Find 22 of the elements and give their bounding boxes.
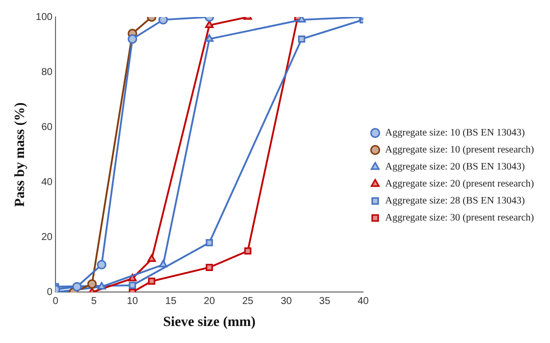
legend-label: Aggregate size: 10 (BS EN 13043) — [385, 128, 525, 139]
x-tick-label: 25 — [242, 296, 254, 307]
x-tick-label: 20 — [204, 296, 216, 307]
x-tick-label: 30 — [280, 296, 292, 307]
legend-label: Aggregate size: 20 (present research) — [385, 178, 534, 190]
y-axis-title: Pass by mass (%) — [13, 102, 28, 207]
legend-label: Aggregate size: 20 (BS EN 13043) — [385, 162, 525, 173]
y-tick-label: 0 — [46, 286, 53, 298]
legend-label: Aggregate size: 10 (present research) — [385, 144, 534, 156]
x-tick-label: 40 — [358, 296, 370, 307]
y-tick-label: 100 — [36, 12, 53, 23]
y-tick-label: 80 — [41, 66, 53, 78]
legend-label: Aggregate size: 30 (present research) — [385, 212, 534, 224]
y-tick-label: 60 — [41, 122, 53, 133]
y-tick-label: 20 — [41, 232, 53, 243]
y-tick-label: 40 — [41, 176, 53, 188]
x-tick-label: 35 — [319, 296, 331, 307]
x-axis-title: Sieve size (mm) — [163, 315, 256, 330]
x-tick-label: 5 — [91, 296, 98, 307]
x-tick-label: 15 — [165, 296, 177, 307]
legend-label: Aggregate size: 28 (BS EN 13043) — [385, 196, 525, 207]
x-tick-label: 10 — [126, 296, 138, 307]
